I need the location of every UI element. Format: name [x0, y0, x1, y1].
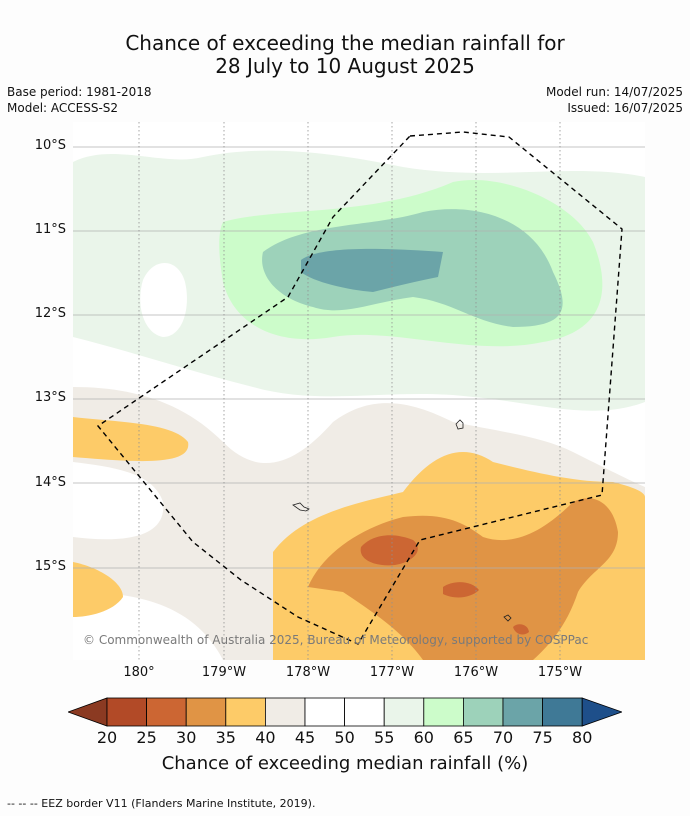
colorbar-segment	[462, 697, 504, 727]
colorbar-segment	[344, 697, 385, 727]
lon-label-179w: 179°W	[201, 665, 247, 680]
colorbar-title: Chance of exceeding median rainfall (%)	[161, 753, 529, 774]
colorbar-tick-label: 70	[492, 728, 514, 747]
colorbar-segment	[146, 697, 187, 727]
lat-gridlines	[73, 146, 645, 569]
colorbar-tick-label: 20	[96, 728, 118, 747]
lat-label-15s: 15°S	[34, 559, 66, 574]
lat-label-12s: 12°S	[34, 306, 66, 321]
colorbar-tick-label: 75	[532, 728, 553, 747]
colorbar-tick-label: 25	[136, 728, 157, 747]
colorbar-segment	[264, 697, 306, 727]
meta-right: Model run: 14/07/2025 Issued: 16/07/2025	[546, 84, 683, 116]
colorbar-segment	[502, 697, 543, 727]
lon-label-176w: 176°W	[453, 665, 499, 680]
colorbar-tick-label: 60	[413, 728, 434, 747]
colorbar-segment	[106, 697, 147, 727]
lon-label-175w: 175°W	[537, 665, 583, 680]
lon-label-178w: 178°W	[285, 665, 331, 680]
map-canvas	[73, 122, 645, 660]
colorbar-tick-label: 40	[255, 728, 276, 747]
band-35-40	[73, 417, 189, 462]
lat-label-11s: 11°S	[34, 222, 66, 237]
colorbar-segment	[304, 697, 345, 727]
colorbar-segment	[542, 697, 583, 727]
lon-label-180: 180°	[123, 665, 155, 680]
hole-50-south	[73, 462, 164, 540]
model-run: Model run: 14/07/2025	[545, 85, 683, 99]
model-name: Model: ACCESS-S2	[7, 101, 119, 115]
hole-50-south2	[73, 592, 223, 660]
colorbar-segment	[383, 697, 425, 727]
map-title-line1: Chance of exceeding the median rainfall …	[125, 31, 565, 55]
colorbar-segment	[423, 697, 464, 727]
island-2	[292, 502, 310, 512]
colorbar-segment	[225, 697, 266, 727]
lat-label-10s: 10°S	[34, 138, 66, 153]
band-25-30-b	[443, 582, 479, 598]
island-3	[503, 614, 512, 622]
colorbar-tick-label: 30	[176, 728, 197, 747]
band-35-40-west	[73, 562, 123, 617]
rainfall-map	[73, 122, 645, 660]
band-25-30-a	[360, 535, 418, 566]
colorbar-tick-label: 80	[572, 728, 593, 747]
colorbar	[68, 697, 622, 727]
colorbar-tick-label: 50	[334, 728, 355, 747]
band-70-75	[301, 248, 443, 292]
eez-legend-footer: -- -- -- EEZ border V11 (Flanders Marine…	[7, 797, 316, 810]
colorbar-extend-high	[581, 697, 622, 727]
colorbar-tick-label: 45	[294, 728, 316, 747]
issued-date: Issued: 16/07/2025	[567, 101, 683, 115]
meta-left: Base period: 1981-2018 Model: ACCESS-S2	[7, 84, 152, 116]
lon-gridlines	[138, 122, 561, 660]
colorbar-tick-label: 65	[453, 728, 474, 747]
lat-label-14s: 14°S	[34, 475, 66, 490]
hole-50	[140, 262, 187, 337]
base-period: Base period: 1981-2018	[7, 85, 152, 99]
map-title-line2: 28 July to 10 August 2025	[215, 54, 475, 78]
colorbar-tick-label: 35	[215, 728, 236, 747]
colorbar-extend-low	[68, 697, 108, 727]
lat-label-13s: 13°S	[34, 390, 66, 405]
colorbar-segment	[185, 697, 227, 727]
band-25-30-c	[513, 624, 529, 635]
island-1	[455, 419, 464, 430]
lon-label-177w: 177°W	[369, 665, 415, 680]
copyright-text: © Commonwealth of Australia 2025, Bureau…	[83, 633, 589, 647]
colorbar-tick-label: 55	[374, 728, 395, 747]
